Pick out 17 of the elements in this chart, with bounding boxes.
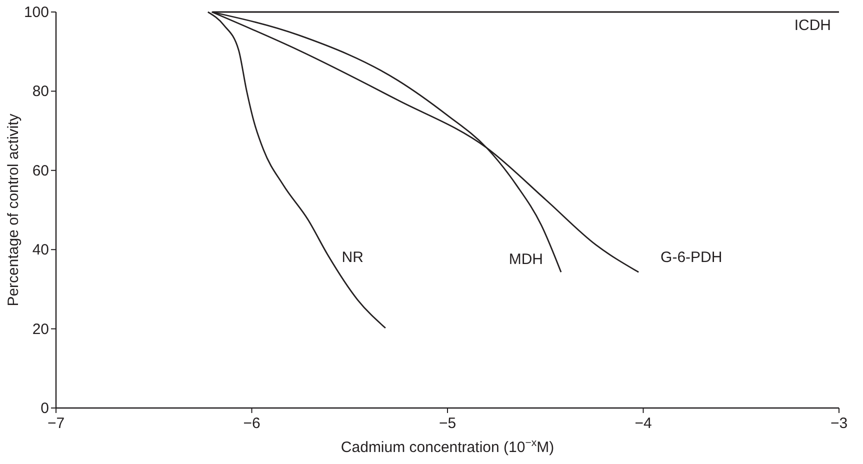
y-tick-label: 80 bbox=[32, 83, 49, 100]
x-tick-label: −6 bbox=[243, 415, 260, 432]
y-tick-label: 20 bbox=[32, 320, 49, 338]
x-tick-label: −4 bbox=[634, 415, 652, 432]
y-axis-title: Percentage of control activity bbox=[5, 113, 22, 306]
series-label: NR bbox=[342, 249, 364, 266]
y-tick-label: 40 bbox=[32, 242, 49, 259]
y-tick-label: 0 bbox=[40, 400, 49, 417]
series-label: G-6-PDH bbox=[660, 249, 722, 266]
x-tick-label: −7 bbox=[47, 415, 65, 432]
y-tick-label: 60 bbox=[32, 162, 49, 180]
x-tick-label: −3 bbox=[830, 415, 848, 432]
series-label: MDH bbox=[508, 251, 544, 268]
y-tick-label: 100 bbox=[24, 4, 49, 21]
x-tick-label: −5 bbox=[438, 415, 456, 432]
x-axis-title: Cadmium concentration (10$^{−x}$M) bbox=[340, 437, 554, 456]
series-label: ICDH bbox=[794, 17, 831, 34]
